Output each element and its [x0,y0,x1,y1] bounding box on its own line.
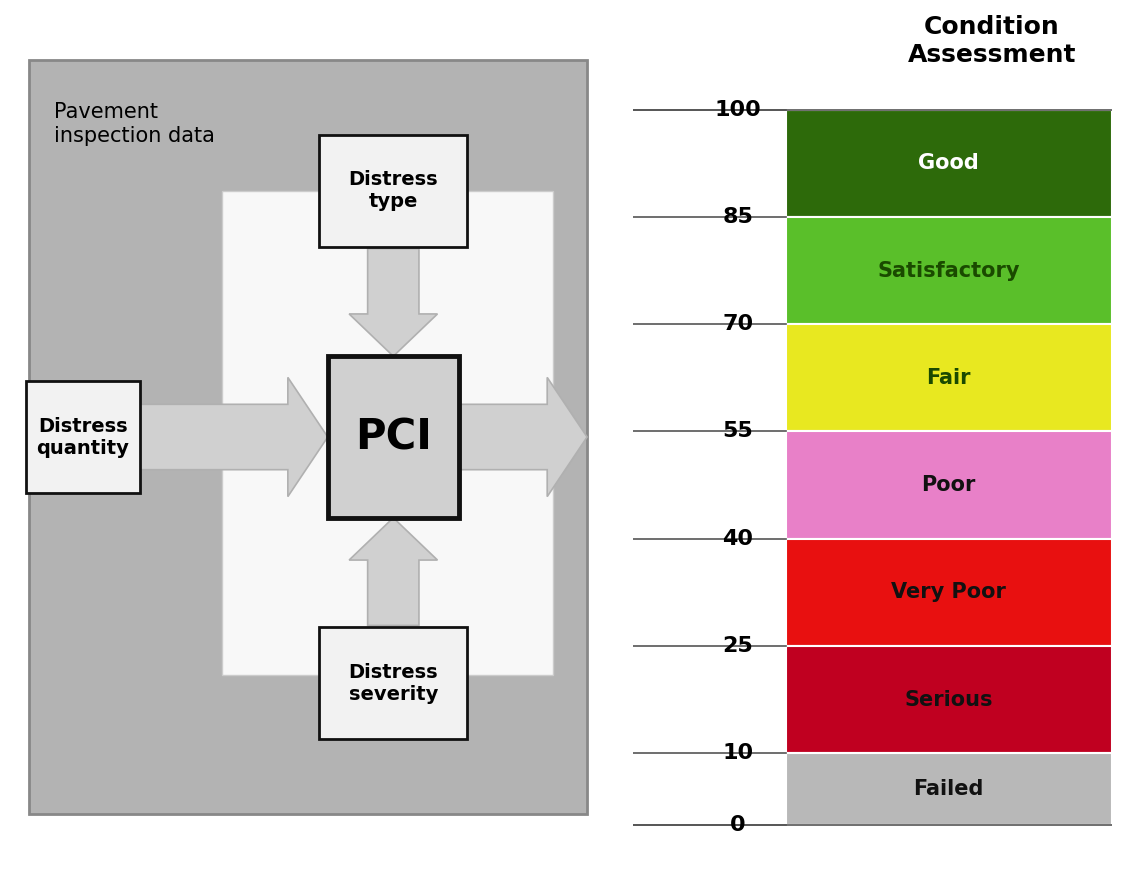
Text: Pavement
inspection data: Pavement inspection data [55,102,215,146]
Text: Good: Good [919,153,979,173]
FancyBboxPatch shape [328,357,459,517]
Text: 100: 100 [715,100,762,120]
FancyBboxPatch shape [26,381,140,493]
Text: 10: 10 [723,743,754,763]
FancyBboxPatch shape [222,191,553,676]
Polygon shape [349,517,438,626]
FancyBboxPatch shape [319,135,467,246]
Text: Failed: Failed [913,779,984,799]
FancyBboxPatch shape [319,628,467,739]
Bar [785,646,1112,753]
Polygon shape [459,378,587,496]
Text: 55: 55 [723,421,754,441]
Text: PCI: PCI [355,416,432,458]
Text: Poor: Poor [921,475,976,495]
Bar [785,538,1112,646]
Text: 0: 0 [731,815,746,835]
Text: Distress
type: Distress type [349,170,438,212]
Text: 85: 85 [723,207,754,227]
Bar [785,324,1112,432]
Text: Distress
severity: Distress severity [349,662,438,704]
FancyBboxPatch shape [28,60,587,814]
Text: Serious: Serious [904,690,993,710]
Bar [785,432,1112,538]
Text: Distress
quantity: Distress quantity [36,417,129,457]
Text: Satisfactory: Satisfactory [878,260,1020,281]
Bar [785,753,1112,825]
Bar [785,217,1112,324]
Text: Condition
Assessment: Condition Assessment [907,15,1076,66]
Bar [785,109,1112,217]
Polygon shape [137,378,328,496]
Text: Fair: Fair [927,368,971,388]
Text: 70: 70 [723,314,754,334]
Text: Very Poor: Very Poor [891,582,1007,602]
Text: 25: 25 [723,636,754,656]
Polygon shape [349,248,438,357]
Text: 40: 40 [723,529,754,549]
